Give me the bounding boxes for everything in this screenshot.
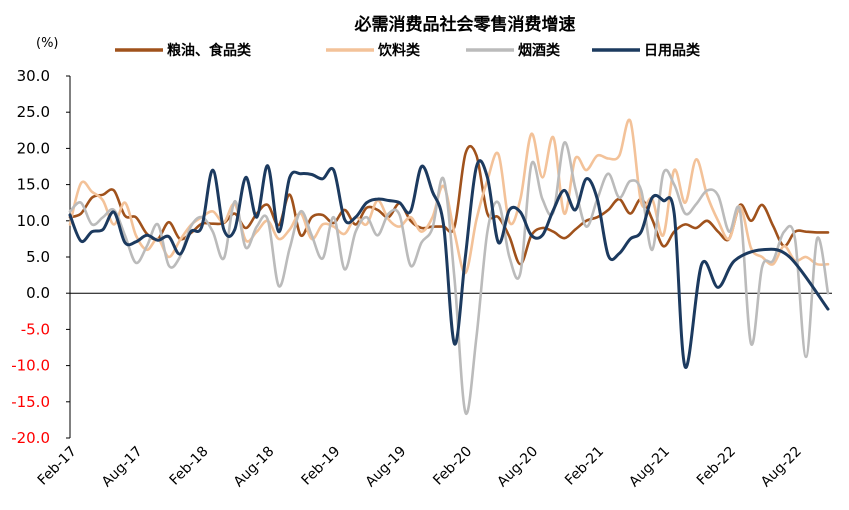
y-tick-label: 30.0: [17, 67, 50, 85]
y-axis-unit: (%): [36, 36, 59, 51]
axes: [66, 75, 832, 439]
x-tick-label: Aug-20: [494, 444, 541, 491]
daily-goods-series-line: [68, 159, 830, 369]
x-tick-label: Aug-18: [231, 444, 278, 491]
y-tick-label: -15.0: [11, 393, 50, 411]
legend-label: 粮油、食品类: [167, 42, 252, 59]
x-tick-labels: Feb-17 Aug-17 Feb-18 Aug-18 Feb-19 Aug-19 Feb-…: [35, 444, 805, 491]
chart-title: 必需消费品社会零售消费增速: [354, 14, 576, 35]
x-tick-label: Feb-17: [35, 444, 80, 489]
legend-item-tobacco-alcohol: 烟酒类: [466, 42, 561, 59]
legend-label: 饮料类: [377, 42, 421, 59]
beverage-series-line: [68, 118, 830, 275]
y-tick-label: -20.0: [11, 429, 50, 447]
y-tick-label: -10.0: [11, 357, 50, 375]
legend-item-daily-goods: 日用品类: [592, 42, 701, 59]
x-tick-label: Aug-19: [363, 444, 410, 491]
x-tick-label: Aug-17: [99, 444, 146, 491]
legend: 粮油、食品类 饮料类 烟酒类 日用品类: [115, 42, 701, 59]
y-tick-label: 20.0: [17, 139, 50, 157]
x-tick-label: Aug-21: [626, 444, 673, 491]
x-tick-label: Feb-20: [430, 444, 475, 489]
y-tick-label: 5.0: [26, 248, 50, 266]
x-tick-label: Feb-22: [694, 444, 739, 489]
x-tick-label: Feb-21: [562, 444, 607, 489]
x-tick-label: Aug-22: [758, 444, 805, 491]
y-tick-label: -5.0: [21, 320, 50, 338]
y-tick-label: 15.0: [17, 176, 50, 194]
y-tick-labels: 30.0 25.0 20.0 15.0 10.0 5.0 0.0 -5.0 -10.0 -15.0…: [11, 67, 50, 447]
legend-label: 烟酒类: [518, 42, 561, 59]
legend-item-grain-oil-food: 粮油、食品类: [115, 42, 252, 59]
legend-item-beverage: 饮料类: [326, 42, 421, 59]
series-lines: [68, 118, 830, 416]
y-tick-label: 10.0: [17, 212, 50, 230]
x-tick-label: Feb-18: [167, 444, 212, 489]
tobacco-alcohol-series-line: [68, 141, 830, 416]
x-tick-label: Feb-19: [298, 444, 343, 489]
legend-label: 日用品类: [644, 42, 701, 59]
y-tick-label: 0.0: [26, 284, 50, 302]
y-tick-label: 25.0: [17, 103, 50, 121]
